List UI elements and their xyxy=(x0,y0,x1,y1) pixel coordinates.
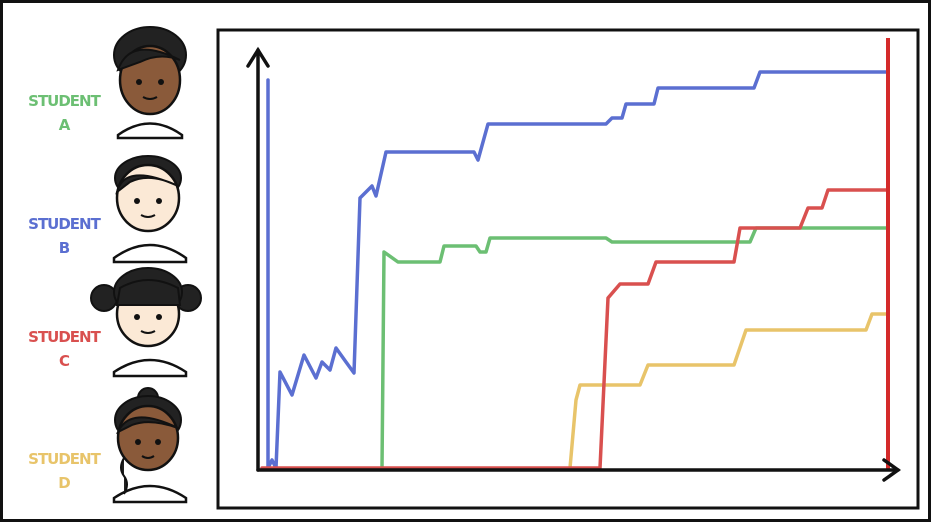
label: STUDENT xyxy=(28,450,101,468)
avatar xyxy=(113,26,187,140)
avatar xyxy=(112,155,188,264)
label: D xyxy=(58,474,70,492)
label: A xyxy=(59,116,71,134)
axes xyxy=(246,46,902,482)
label: STUDENT xyxy=(28,328,101,346)
line xyxy=(380,226,888,470)
label: B xyxy=(59,239,70,257)
label: STUDENT xyxy=(28,215,101,233)
avatar xyxy=(112,387,188,504)
line xyxy=(568,312,888,470)
line xyxy=(260,188,888,470)
line xyxy=(266,70,888,470)
label: C xyxy=(59,352,70,370)
student-labels: STUDENT A STUDENT B STUDENT C STUDENT D xyxy=(28,92,102,492)
label: STUDENT xyxy=(28,92,101,110)
chart-box xyxy=(216,28,920,510)
avatar xyxy=(90,267,202,378)
